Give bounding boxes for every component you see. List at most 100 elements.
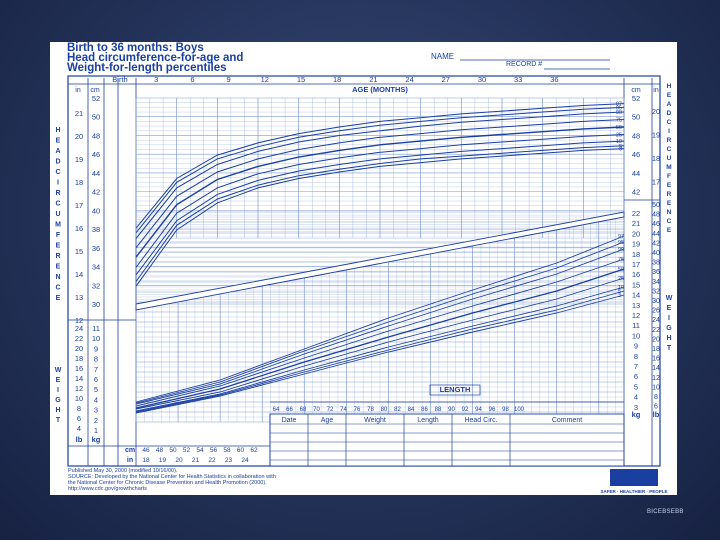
weight-right-lb-tick: 6 xyxy=(654,404,658,411)
head-vertical-letter: R xyxy=(55,190,60,197)
head-left-cm-tick: 48 xyxy=(92,131,100,140)
bottom-in-tick: 24 xyxy=(241,457,249,464)
weight-percentile-label-90: 90 xyxy=(618,247,624,253)
record-table-header: Date xyxy=(282,417,297,424)
length-cm-tick: 78 xyxy=(367,407,374,413)
weight-right-lb-tick: 30 xyxy=(652,298,660,305)
weight-percentile-label-25: 25 xyxy=(618,276,624,282)
weight-right-kg-tick: 7 xyxy=(634,362,638,371)
weight-vertical-letter-right: T xyxy=(667,345,672,352)
weight-percentile-line-75 xyxy=(135,258,625,407)
bottom-in-tick: 20 xyxy=(175,457,183,464)
name-label: NAME xyxy=(431,52,454,61)
head-percentile-label-90: 90 xyxy=(616,110,622,116)
head-vertical-letter: R xyxy=(55,253,60,260)
footnote-url: http://www.cdc.gov/growthcharts xyxy=(68,486,147,492)
bottom-in-tick: 18 xyxy=(142,457,150,464)
head-right-cm-tick: 50 xyxy=(632,113,640,122)
growth-chart: Birth to 36 months: Boys Head circumfere… xyxy=(50,42,677,495)
age-tick-label: 21 xyxy=(369,75,377,84)
head-vertical-letter: E xyxy=(56,295,61,302)
weight-vertical-letter-right: W xyxy=(666,295,673,302)
weight-percentile-label-97: 97 xyxy=(618,234,624,240)
head-left-in-tick: 16 xyxy=(75,224,83,233)
head-percentile-label-5: 5 xyxy=(619,144,622,150)
weight-right-kg-tick: 22 xyxy=(632,209,640,218)
bottom-cm-tick: 50 xyxy=(169,447,177,454)
head-left-in-tick: 15 xyxy=(75,247,83,256)
weight-vertical-letter: H xyxy=(55,407,60,414)
weight-right-kg-tick: 8 xyxy=(634,352,638,361)
weight-right-kg-tick: 5 xyxy=(634,382,638,391)
weight-percentile-line-95 xyxy=(135,241,625,404)
weight-vertical-letter: T xyxy=(56,417,61,424)
weight-left-kg-tick: 10 xyxy=(92,334,100,343)
weight-right-kg-tick: 16 xyxy=(632,270,640,279)
head-vertical-letter-right: R xyxy=(667,137,672,144)
head-vertical-letter: E xyxy=(56,264,61,271)
head-left-cm-tick: 52 xyxy=(92,94,100,103)
weight-percentile-label-5: 5 xyxy=(618,289,621,295)
weight-right-lb-tick: 18 xyxy=(652,346,660,353)
length-cm-tick: 74 xyxy=(340,407,347,413)
head-vertical-letter: U xyxy=(55,211,60,218)
head-left-in-tick: 17 xyxy=(75,201,83,210)
right-lb-unit: lb xyxy=(653,410,660,419)
head-vertical-letter-right: E xyxy=(667,182,672,189)
length-cm-tick: 70 xyxy=(313,407,320,413)
head-percentile-line-3 xyxy=(135,148,625,287)
weight-right-lb-tick: 38 xyxy=(652,260,660,267)
weight-right-lb-tick: 8 xyxy=(654,394,658,401)
weight-vertical-letter: W xyxy=(55,367,62,374)
record-table-header: Weight xyxy=(364,417,386,424)
weight-right-lb-tick: 42 xyxy=(652,240,660,247)
length-cm-tick: 96 xyxy=(489,407,496,413)
weight-right-kg-tick: 10 xyxy=(632,331,640,340)
head-vertical-letter: H xyxy=(55,127,60,134)
weight-left-kg-tick: 6 xyxy=(94,375,98,384)
weight-right-lb-tick: 22 xyxy=(652,327,660,334)
head-vertical-letter: F xyxy=(56,232,61,239)
right-kg-unit: kg xyxy=(632,410,641,419)
age-axis-title: AGE (MONTHS) xyxy=(352,85,408,94)
footnote-published: Published May 30, 2000 (modified 10/16/0… xyxy=(68,468,178,474)
weight-right-kg-tick: 17 xyxy=(632,260,640,269)
head-vertical-letter-right: E xyxy=(667,92,672,99)
head-left-cm-tick: 42 xyxy=(92,188,100,197)
length-cm-tick: 68 xyxy=(300,407,307,413)
weight-right-kg-tick: 13 xyxy=(632,301,640,310)
right-cm-unit: cm xyxy=(631,87,641,94)
head-percentile-line-5 xyxy=(135,145,625,282)
head-percentile-label-50: 50 xyxy=(616,125,622,131)
weight-right-lb-tick: 40 xyxy=(652,250,660,257)
weight-right-kg-tick: 9 xyxy=(634,342,638,351)
weight-vertical-letter: E xyxy=(56,377,61,384)
bottom-cm-tick: 52 xyxy=(183,447,191,454)
weight-left-kg-tick: 1 xyxy=(94,426,98,435)
head-vertical-letter: E xyxy=(56,243,61,250)
weight-left-lb-tick: 10 xyxy=(75,394,83,403)
length-cm-tick: 66 xyxy=(286,407,293,413)
weight-right-kg-tick: 11 xyxy=(632,321,640,330)
bottom-in-tick: 22 xyxy=(208,457,216,464)
weight-right-lb-tick: 32 xyxy=(652,288,660,295)
head-vertical-letter-right: F xyxy=(667,173,671,180)
weight-right-lb-tick: 10 xyxy=(652,384,660,391)
weight-left-kg-tick: 9 xyxy=(94,344,98,353)
head-right-cm-tick: 48 xyxy=(632,131,640,140)
weight-vertical-letter-right: H xyxy=(666,335,671,342)
weight-percentile-line-90 xyxy=(135,248,625,405)
head-right-cm-tick: 46 xyxy=(632,150,640,159)
weight-percentile-line-25 xyxy=(135,277,625,410)
head-right-cm-tick: 44 xyxy=(632,169,640,178)
footnote-source-2: the National Center for Chronic Disease … xyxy=(68,480,267,486)
record-table-header: Comment xyxy=(552,417,582,424)
weight-left-lb-tick: 8 xyxy=(77,404,81,413)
head-vertical-letter-right: U xyxy=(667,155,672,162)
age-tick-label: 24 xyxy=(405,75,413,84)
head-vertical-letter: N xyxy=(55,274,60,281)
weight-percentile-line-97 xyxy=(135,235,625,403)
weight-vertical-letter: G xyxy=(55,397,61,404)
head-vertical-letter-right: C xyxy=(667,146,672,153)
length-cm-tick: 64 xyxy=(273,407,280,413)
